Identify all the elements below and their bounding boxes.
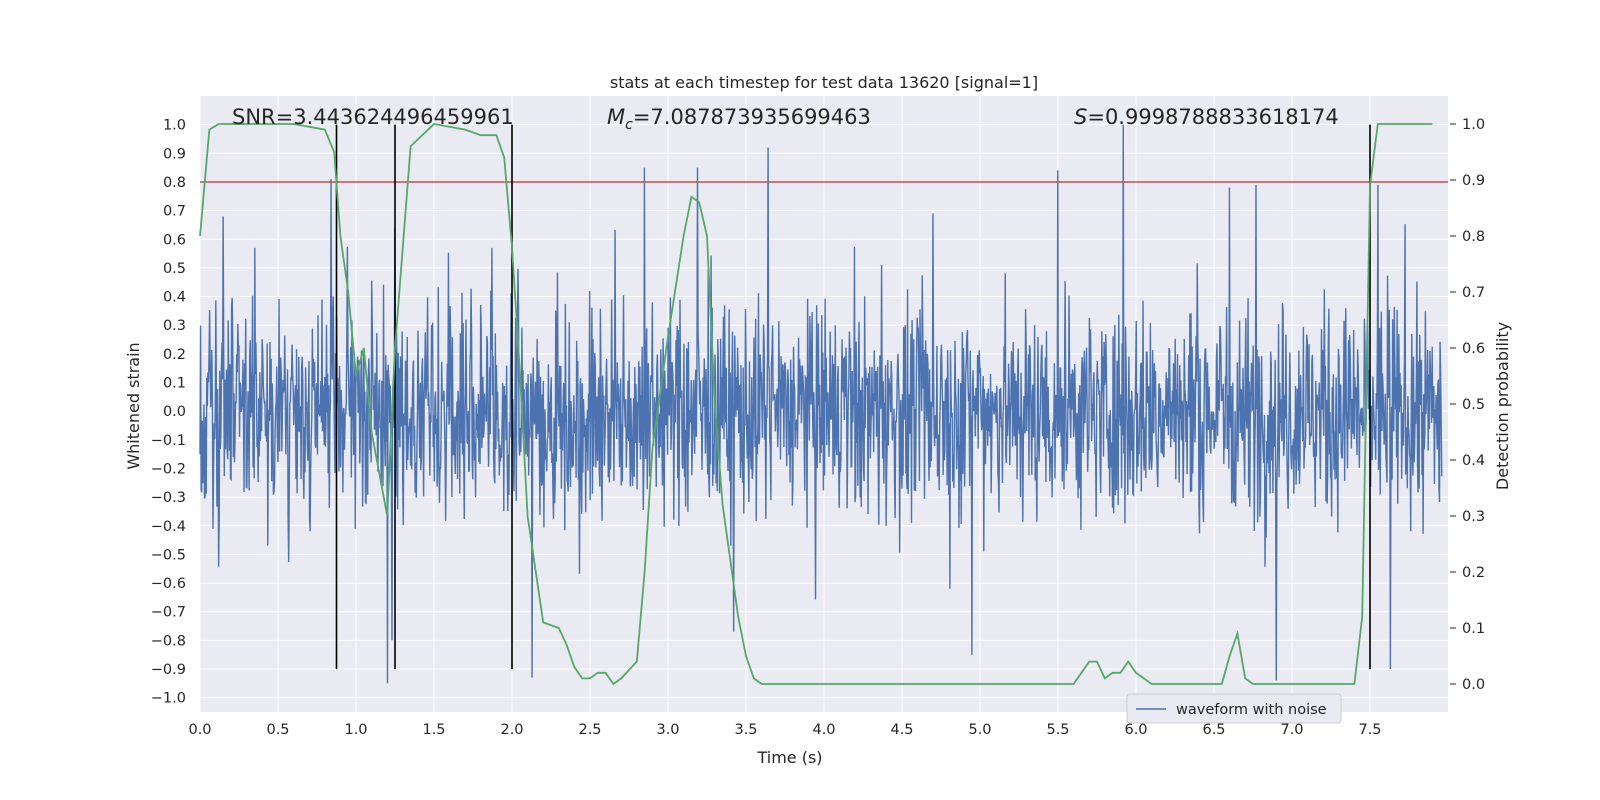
y-left-tick-label: 0.3 [163,318,186,334]
x-tick-labels: 0.0 0.5 1.0 1.5 2.0 2.5 3.0 3.5 4.0 4.5 5.0 5.5 6.0 6… [188,722,1381,738]
right-tick-labels: 1.0 0.9 0.8 0.7 0.6 0.5 0.4 0.3 0.2 0.1 0.0 [1450,117,1485,693]
probability-line [199,123,1433,686]
x-tick-label: 3.5 [734,722,757,738]
y-right-tick-label: 0.6 [1462,341,1485,357]
y-axis-left-label: Whitened strain [124,342,143,469]
y-right-tick-label: 0.2 [1462,565,1485,581]
y-left-tick-label: −0.5 [151,547,186,563]
y-left-tick-label: −0.3 [151,490,186,506]
y-left-tick-label: −1.0 [151,691,186,707]
x-tick-label: 6.0 [1124,722,1147,738]
y-left-tick-label: 0.1 [163,376,186,392]
y-left-tick-label: −0.2 [151,461,186,477]
y-left-tick-label: −0.9 [151,662,186,678]
y-left-tick-label: −0.4 [151,519,186,535]
y-right-tick-label: 0.0 [1462,677,1485,693]
y-left-tick-label: −0.6 [151,576,186,592]
y-right-tick-label: 0.5 [1462,397,1485,413]
y-left-tick-label: 0.6 [163,232,186,248]
x-tick-label: 5.0 [968,722,991,738]
y-left-tick-label: −0.7 [151,605,186,621]
snr-annotation: SNR=3.443624496459961 [232,105,514,129]
legend: waveform with noise [1126,693,1342,724]
x-axis-label: Time (s) [756,748,822,767]
waveform-line [199,124,1443,684]
y-left-tick-label: 0.0 [163,404,186,420]
y-right-tick-label: 0.4 [1462,453,1485,469]
y-left-tick-label: 0.4 [163,290,186,306]
x-tick-label: 4.0 [812,722,835,738]
y-axis-right-label: Detection probability [1493,322,1512,490]
left-tick-labels: 1.0 0.9 0.8 0.7 0.6 0.5 0.4 0.3 0.2 0.1 0.0 −0.1 −0.… [151,118,186,707]
y-left-tick-label: 0.8 [163,175,186,191]
y-left-tick-label: 1.0 [163,118,186,134]
s-annotation: S=0.9998788833618174 [1074,105,1339,129]
y-left-tick-label: 0.2 [163,347,186,363]
y-left-tick-label: 0.9 [163,146,186,162]
chart-title: stats at each timestep for test data 136… [610,73,1038,92]
x-tick-label: 7.0 [1280,722,1303,738]
legend-label: waveform with noise [1176,702,1327,718]
mc-annotation: Mc=7.087873935699463 [607,105,871,133]
y-left-tick-label: 0.5 [163,261,186,277]
y-right-tick-label: 0.8 [1462,229,1485,245]
y-right-tick-label: 0.3 [1462,509,1485,525]
y-left-tick-label: −0.8 [151,633,186,649]
x-tick-label: 7.5 [1358,722,1381,738]
y-left-tick-label: −0.1 [151,433,186,449]
x-tick-label: 2.5 [578,722,601,738]
x-tick-label: 5.5 [1046,722,1069,738]
waveform-series [199,124,1443,684]
x-tick-label: 4.5 [890,722,913,738]
y-right-tick-label: 1.0 [1462,117,1485,133]
probability-series [199,123,1433,686]
x-tick-label: 3.0 [656,722,679,738]
x-tick-label: 0.0 [188,722,211,738]
y-left-tick-label: 0.7 [163,204,186,220]
legend-box [1126,693,1342,724]
x-tick-label: 1.0 [344,722,367,738]
y-right-tick-label: 0.7 [1462,285,1485,301]
x-tick-label: 2.0 [500,722,523,738]
x-tick-label: 1.5 [422,722,445,738]
x-tick-label: 0.5 [266,722,289,738]
y-right-tick-label: 0.9 [1462,173,1485,189]
y-right-tick-label: 0.1 [1462,621,1485,637]
x-tick-label: 6.5 [1202,722,1225,738]
